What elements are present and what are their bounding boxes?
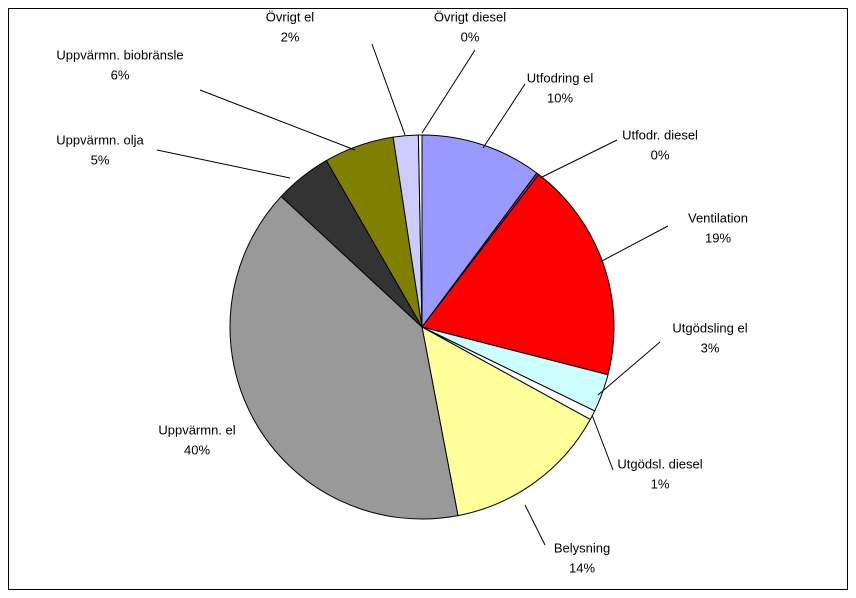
pie-slice — [417, 134, 423, 328]
slice-label: Utgödsling el — [672, 320, 747, 335]
slice-value-label: 0% — [651, 147, 670, 162]
slice-value-label: 2% — [281, 29, 300, 44]
slice-label: Belysning — [554, 540, 610, 555]
slice-label: Uppvärmn. biobränsle — [56, 47, 183, 62]
leader-line — [524, 504, 546, 546]
slice-value-label: 14% — [569, 560, 595, 575]
slice-label: Utfodr. diesel — [622, 127, 698, 142]
leader-line — [482, 83, 526, 149]
slice-value-label: 1% — [651, 476, 670, 491]
slice-value-label: 0% — [461, 29, 480, 44]
slice-value-label: 3% — [701, 340, 720, 355]
slice-label: Ventilation — [688, 210, 748, 225]
leader-line — [599, 225, 669, 263]
slice-value-label: 40% — [184, 442, 210, 457]
leader-line — [156, 149, 291, 179]
slice-value-label: 5% — [91, 152, 110, 167]
pie-slice — [421, 173, 615, 376]
slice-label: Uppvärmn. el — [158, 422, 235, 437]
slice-label: Uppvärmn. olja — [56, 132, 144, 147]
leader-line — [421, 49, 476, 134]
slice-label: Utfodring el — [527, 70, 594, 85]
leader-line — [591, 414, 614, 471]
slice-label: Övrigt diesel — [434, 9, 506, 24]
leader-line — [199, 89, 356, 151]
slice-label: Övrigt el — [266, 9, 315, 24]
slice-value-label: 6% — [111, 67, 130, 82]
leader-line — [371, 43, 406, 136]
pie-slice — [421, 134, 538, 329]
pie-slice — [229, 195, 459, 520]
pie-slice — [421, 326, 591, 517]
leader-line — [597, 341, 661, 396]
leader-line — [539, 139, 618, 179]
slice-value-label: 19% — [705, 230, 731, 245]
slice-label: Utgödsl. diesel — [617, 456, 702, 471]
slice-value-label: 10% — [547, 90, 573, 105]
